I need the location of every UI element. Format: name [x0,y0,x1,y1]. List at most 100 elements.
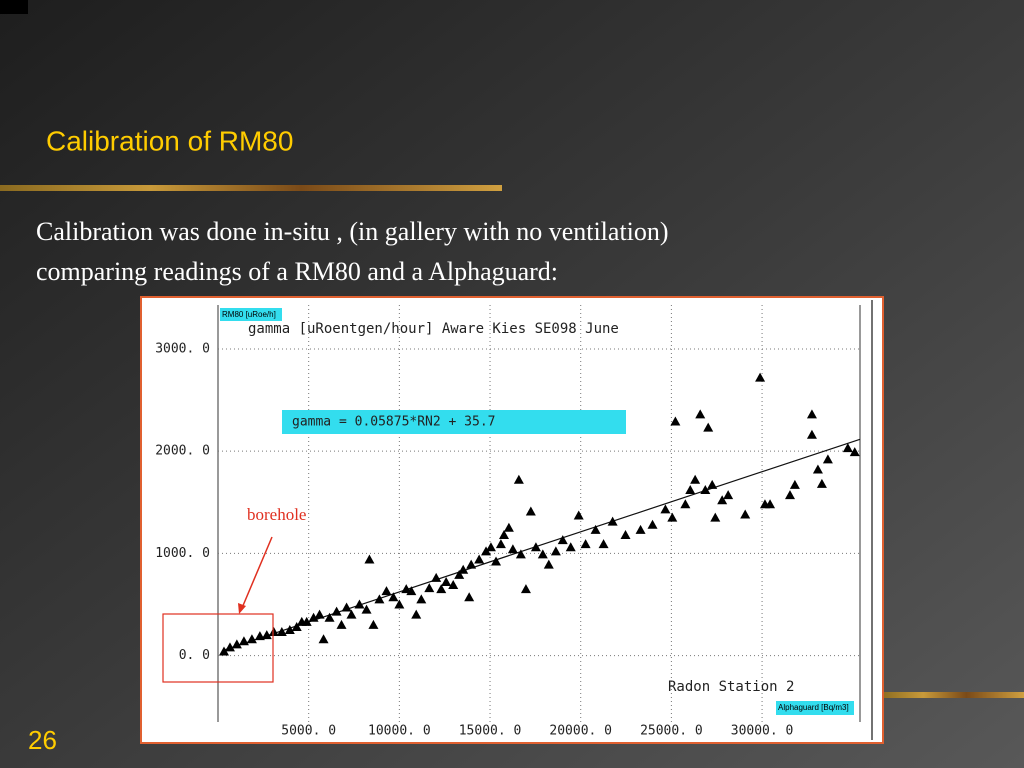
y-axis-label: RM80 [uRoe/h] [222,310,276,319]
x-tick-label: 15000. 0 [459,724,522,739]
point [346,609,357,619]
point [816,478,827,488]
point [680,499,691,509]
point [498,529,509,539]
point [647,519,658,529]
point [458,564,469,574]
point [268,627,279,637]
point [394,599,405,609]
point [507,544,518,554]
corner-block [0,0,28,14]
point [690,474,701,484]
point [717,495,728,505]
point [341,602,352,612]
station-label: Radon Station 2 [668,679,794,695]
point [607,516,618,526]
y-tick-label: 0. 0 [179,648,210,663]
point [765,499,776,509]
point [557,535,568,545]
x-tick-label: 5000. 0 [281,724,336,739]
borehole-label: borehole [247,505,306,524]
point [464,592,475,602]
point [580,539,591,549]
point [598,539,609,549]
title-band [0,185,502,191]
point [354,599,365,609]
point [543,559,554,569]
point [261,630,272,640]
point [525,506,536,516]
point [466,559,477,569]
point [635,524,646,534]
equation: gamma = 0.05875*RN2 + 35.7 [292,415,496,430]
label-box [776,701,854,715]
point [710,512,721,522]
arrow-head [238,603,246,614]
point [481,546,492,556]
point [361,604,372,614]
point [513,474,524,484]
arrow [241,536,273,609]
point [454,569,465,579]
point [620,529,631,539]
point [431,572,442,582]
point [441,576,452,586]
x-tick-label: 20000. 0 [549,724,612,739]
point [374,594,385,604]
point [284,625,295,635]
point [806,409,817,419]
point [238,636,249,646]
point [474,554,485,564]
point [806,429,817,439]
point [331,606,342,616]
point [789,479,800,489]
point [723,490,734,500]
point [231,639,242,649]
x-axis-label: Alphaguard [Bq/m3] [778,703,849,712]
page-number: 26 [28,725,57,755]
point [485,542,496,552]
point [520,584,531,594]
y-tick-label: 1000. 0 [155,546,210,561]
point [550,546,561,556]
y-tick-label: 3000. 0 [155,341,210,356]
point [368,619,379,629]
point [660,504,671,514]
point [218,646,229,656]
point [784,490,795,500]
point [224,642,235,652]
point [416,594,427,604]
point [703,422,714,432]
point [406,586,417,596]
point [314,609,325,619]
point [822,454,833,464]
point [565,542,576,552]
point [695,409,706,419]
point [670,416,681,426]
point [324,612,335,622]
point [301,616,312,626]
chart-title: gamma [uRoentgen/hour] Aware Kies SE098 … [248,321,619,337]
x-tick-label: 10000. 0 [368,724,431,739]
point [276,627,287,637]
x-tick-label: 25000. 0 [640,724,703,739]
borehole-box [162,613,274,683]
point [436,584,447,594]
point [707,479,718,489]
chart-panel [140,296,884,744]
point [424,583,435,593]
point [842,443,853,453]
point [503,522,514,532]
point [755,372,766,382]
x-tick-label: 30000. 0 [731,724,794,739]
point [491,556,502,566]
equation-box [282,410,626,434]
point [537,549,548,559]
body-text: comparing readings of a RM80 and a Alpha… [36,257,558,286]
footer-band [880,692,1024,698]
point [515,549,526,559]
point [667,512,678,522]
point [495,539,506,549]
point [590,524,601,534]
